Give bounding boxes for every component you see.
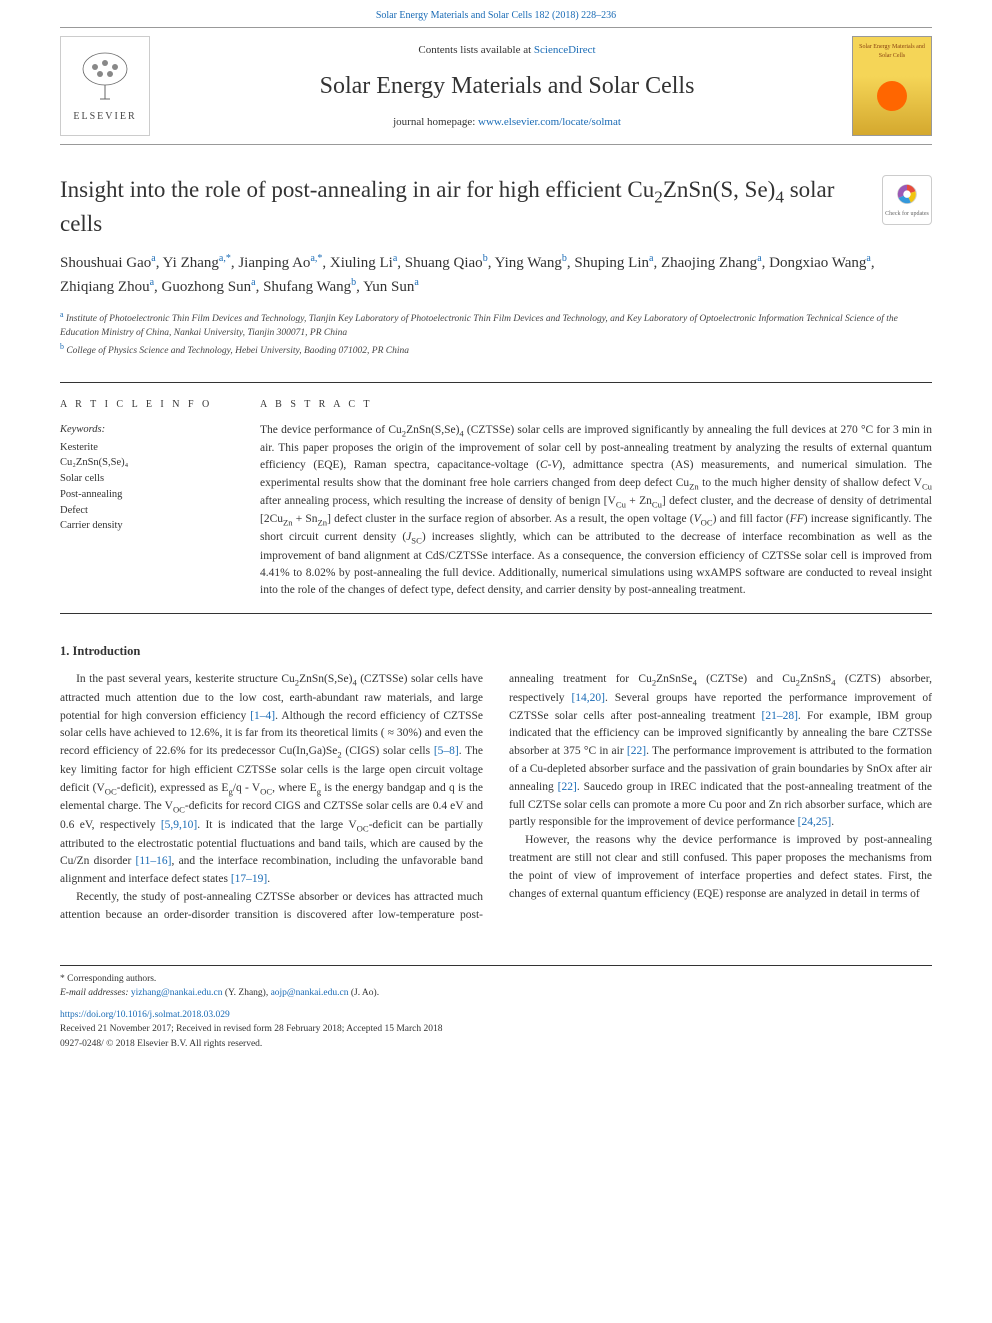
email-1-name: (Y. Zhang), [222,988,270,998]
intro-p3: However, the reasons why the device perf… [509,832,932,903]
title-part-b: ZnSn(S, Se) [663,177,775,202]
keyword-item: Cu₂ZnSn(S,Se)₄ [60,455,240,471]
keyword-item: Post-annealing [60,487,240,503]
check-updates-label: Check for updates [885,210,929,219]
keyword-item: Solar cells [60,471,240,487]
doi-link[interactable]: https://doi.org/10.1016/j.solmat.2018.03… [60,1008,932,1022]
keywords-label: Keywords: [60,422,240,438]
intro-p1: In the past several years, kesterite str… [60,671,483,889]
journal-cover-thumb: Solar Energy Materials and Solar Cells [852,36,932,136]
check-updates-badge[interactable]: Check for updates [882,175,932,225]
sciencedirect-link[interactable]: ScienceDirect [534,44,596,56]
header-center: Contents lists available at ScienceDirec… [162,42,852,131]
abstract-text: The device performance of Cu2ZnSn(S,Se)4… [260,422,932,599]
top-citation: Solar Energy Materials and Solar Cells 1… [0,0,992,27]
contents-prefix: Contents lists available at [418,44,533,56]
email-2-name: (J. Ao). [348,988,379,998]
abstract-head: A B S T R A C T [260,397,932,412]
affiliation-a: a Institute of Photoelectronic Thin Film… [60,309,932,341]
cover-text: Solar Energy Materials and Solar Cells [859,43,925,61]
affiliation-b-text: College of Physics Science and Technolog… [66,346,409,356]
affiliations: a Institute of Photoelectronic Thin Film… [60,309,932,358]
abstract-column: A B S T R A C T The device performance o… [260,397,932,599]
check-updates-icon [893,182,921,210]
corresponding-label: * Corresponding authors. [60,972,932,986]
elsevier-logo: ELSEVIER [60,36,150,136]
homepage-line: journal homepage: www.elsevier.com/locat… [162,114,852,131]
keywords-list: KesteriteCu₂ZnSn(S,Se)₄Solar cellsPost-a… [60,440,240,535]
copyright-line: 0927-0248/ © 2018 Elsevier B.V. All righ… [60,1037,932,1051]
journal-name: Solar Energy Materials and Solar Cells [162,68,852,104]
affiliation-b: b College of Physics Science and Technol… [60,341,932,358]
title-part-a: Insight into the role of post-annealing … [60,177,654,202]
info-abstract-row: A R T I C L E I N F O Keywords: Kesterit… [60,382,932,614]
article-content: Insight into the role of post-annealing … [0,145,992,1071]
authors: Shoushuai Gaoa, Yi Zhanga,*, Jianping Ao… [60,251,932,299]
footnotes: * Corresponding authors. E-mail addresse… [60,965,932,1051]
homepage-link[interactable]: www.elsevier.com/locate/solmat [478,116,621,128]
contents-line: Contents lists available at ScienceDirec… [162,42,852,59]
email-line: E-mail addresses: yizhang@nankai.edu.cn … [60,986,932,1000]
intro-body: In the past several years, kesterite str… [60,671,932,925]
introduction-section: 1. Introduction In the past several year… [60,642,932,924]
keyword-item: Carrier density [60,518,240,534]
keyword-item: Defect [60,503,240,519]
intro-head: 1. Introduction [60,642,932,661]
email-1-link[interactable]: yizhang@nankai.edu.cn [131,988,223,998]
homepage-prefix: journal homepage: [393,116,478,128]
keyword-item: Kesterite [60,440,240,456]
journal-header: ELSEVIER Contents lists available at Sci… [60,27,932,145]
cover-sun-icon [877,81,907,111]
affiliation-a-text: Institute of Photoelectronic Thin Film D… [60,314,898,338]
article-info-head: A R T I C L E I N F O [60,397,240,412]
article-title: Insight into the role of post-annealing … [60,175,862,239]
received-line: Received 21 November 2017; Received in r… [60,1022,932,1036]
email-label: E-mail addresses: [60,988,131,998]
elsevier-label: ELSEVIER [73,109,136,124]
article-info: A R T I C L E I N F O Keywords: Kesterit… [60,397,260,599]
title-row: Insight into the role of post-annealing … [60,175,932,239]
elsevier-tree-icon [70,49,140,109]
email-2-link[interactable]: aojp@nankai.edu.cn [271,988,349,998]
